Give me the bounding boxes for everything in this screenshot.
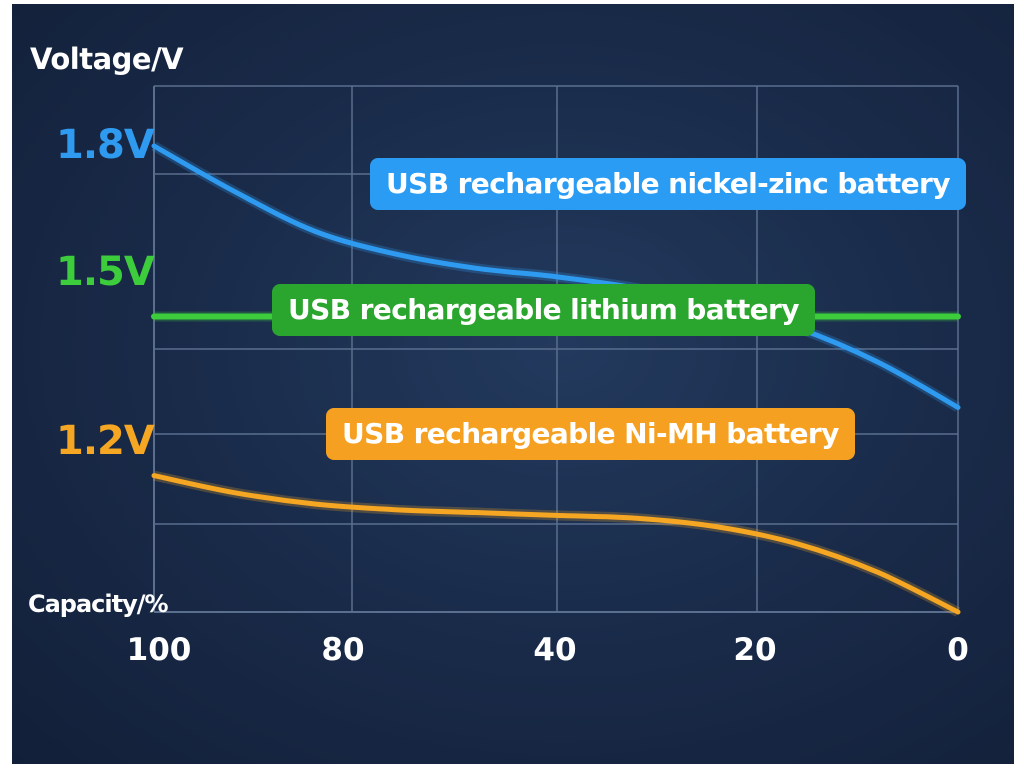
y-tick-label-1-8: 1.8V xyxy=(56,122,155,168)
series-label-nickel-zinc: USB rechargeable nickel-zinc battery xyxy=(370,158,966,210)
y-tick-label-1-5: 1.5V xyxy=(56,249,155,295)
x-tick-label-40: 40 xyxy=(533,632,577,668)
x-tick-label-100: 100 xyxy=(126,632,192,668)
chart-frame: Voltage/V Capacity/% 1.8V 1.5V 1.2V 100 … xyxy=(12,4,1014,764)
series-label-ni-mh: USB rechargeable Ni-MH battery xyxy=(326,408,855,460)
y-axis-title: Voltage/V xyxy=(30,42,184,76)
y-tick-label-1-2: 1.2V xyxy=(56,418,155,464)
x-tick-label-0: 0 xyxy=(947,632,969,668)
series-line-ni-mh xyxy=(151,473,961,615)
x-tick-label-80: 80 xyxy=(321,632,365,668)
x-tick-label-20: 20 xyxy=(733,632,777,668)
series-line-nickel-zinc xyxy=(151,143,961,410)
series-label-lithium: USB rechargeable lithium battery xyxy=(272,284,815,336)
x-axis-title: Capacity/% xyxy=(28,590,169,618)
series-line-ni-mh-glow xyxy=(152,470,961,617)
